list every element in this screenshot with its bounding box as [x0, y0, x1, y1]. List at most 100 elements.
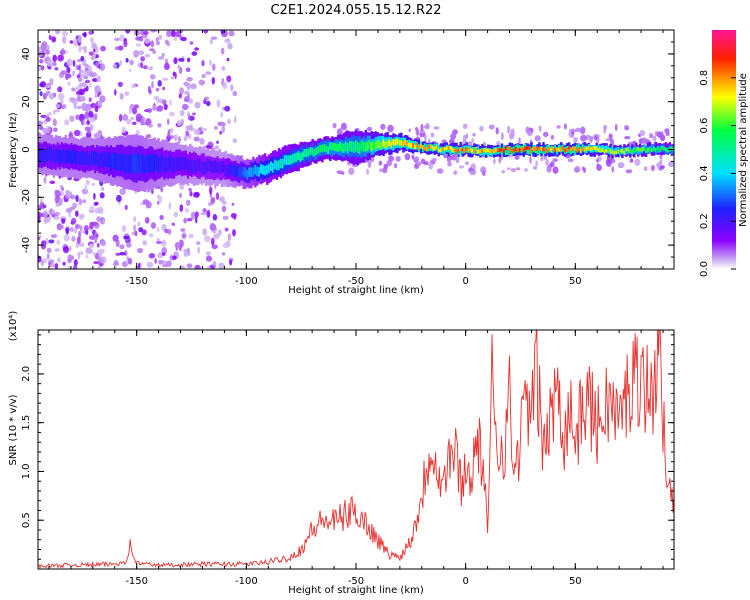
- heatmap-ridge-cell: [516, 144, 519, 152]
- heatmap-noise-cell: [137, 50, 145, 56]
- heatmap-ridge-cell: [540, 146, 543, 151]
- y-tick-label: -40: [21, 237, 32, 253]
- heatmap-ridge-cell: [644, 145, 648, 153]
- heatmap-noise-cell: [83, 225, 89, 232]
- heatmap-ridge-cell: [82, 151, 85, 165]
- heatmap-noise-cell: [171, 222, 175, 226]
- heatmap-noise-cell: [151, 104, 157, 111]
- heatmap-noise-cell: [366, 168, 369, 175]
- heatmap-ridge-cell: [637, 147, 640, 155]
- heatmap-ridge-cell: [581, 146, 585, 151]
- heatmap-noise-cell: [395, 156, 401, 162]
- heatmap-ridge-cell: [244, 167, 247, 178]
- heatmap-ridge-cell: [92, 151, 95, 166]
- heatmap-noise-cell: [46, 90, 51, 94]
- heatmap-ridge-cell: [246, 170, 249, 180]
- heatmap-ridge-cell: [78, 151, 81, 166]
- heatmap-noise-cell: [57, 54, 64, 62]
- heatmap-noise-cell: [210, 197, 216, 204]
- heatmap-ridge-cell: [250, 167, 253, 177]
- heatmap-ridge-cell: [264, 165, 267, 176]
- heatmap-noise-cell: [45, 49, 50, 55]
- heatmap-ridge-cell: [254, 165, 257, 175]
- heatmap-noise-cell: [48, 259, 55, 264]
- heatmap-noise-cell: [221, 205, 227, 213]
- heatmap-noise-cell: [533, 165, 538, 170]
- heatmap-noise-cell: [76, 74, 81, 79]
- heatmap-noise-cell: [205, 255, 213, 262]
- heatmap-ridge-cell: [477, 145, 480, 153]
- heatmap-noise-cell: [220, 111, 224, 118]
- heatmap-noise-cell: [129, 59, 134, 66]
- heatmap-noise-cell: [149, 48, 155, 52]
- colorbar-tick-label: 0.8: [699, 70, 710, 86]
- heatmap-noise-cell: [455, 156, 460, 164]
- heatmap-ridge-cell: [425, 147, 429, 152]
- heatmap-noise-cell: [207, 265, 210, 269]
- heatmap-ridge-cell: [317, 146, 320, 154]
- heatmap-noise-cell: [97, 256, 104, 263]
- heatmap-noise-cell: [348, 167, 355, 175]
- heatmap-noise-cell: [231, 202, 235, 206]
- heatmap-ridge-cell: [599, 148, 602, 152]
- heatmap-noise-cell: [102, 217, 105, 225]
- heatmap-ridge-cell: [603, 146, 606, 154]
- heatmap-noise-cell: [144, 217, 150, 224]
- heatmap-ridge-cell: [566, 148, 569, 152]
- heatmap-ridge-cell: [601, 148, 604, 153]
- heatmap-noise-cell: [165, 30, 173, 38]
- heatmap-noise-cell: [173, 57, 178, 65]
- heatmap-ridge-cell: [98, 154, 101, 169]
- heatmap-ridge-cell: [421, 145, 425, 150]
- heatmap-noise-cell: [76, 236, 81, 244]
- heatmap-ridge-cell: [633, 148, 636, 153]
- heatmap-ridge-cell: [90, 151, 93, 165]
- heatmap-noise-cell: [170, 127, 174, 134]
- heatmap-ridge-cell: [402, 141, 405, 147]
- heatmap-noise-cell: [89, 205, 95, 214]
- x-tick-label: 0: [462, 276, 468, 287]
- heatmap-noise-cell: [200, 212, 207, 216]
- heatmap-noise-cell: [39, 91, 43, 97]
- heatmap-ridge-cell: [423, 146, 427, 151]
- heatmap-ridge-cell: [522, 148, 525, 153]
- heatmap-noise-cell: [214, 145, 219, 150]
- heatmap-noise-cell: [116, 194, 122, 203]
- heatmap-noise-cell: [149, 233, 154, 238]
- heatmap-noise-cell: [650, 164, 655, 172]
- heatmap-noise-cell: [71, 217, 77, 225]
- heatmap-noise-cell: [72, 202, 78, 209]
- heatmap-noise-cell: [201, 60, 205, 67]
- heatmap-noise-cell: [59, 185, 63, 189]
- heatmap-ridge-cell: [670, 146, 673, 150]
- heatmap-ridge-cell: [431, 145, 435, 150]
- heatmap-noise-cell: [135, 113, 143, 121]
- heatmap-ridge-cell: [102, 152, 105, 168]
- heatmap-ridge-cell: [423, 143, 427, 151]
- heatmap-ridge-cell: [376, 140, 379, 148]
- heatmap-ridge-cell: [502, 145, 506, 153]
- heatmap-ridge-cell: [417, 145, 421, 150]
- heatmap-ridge-cell: [483, 148, 486, 152]
- heatmap-noise-cell: [212, 261, 217, 267]
- heatmap-noise-cell: [540, 156, 544, 162]
- heatmap-noise-cell: [193, 136, 200, 142]
- heatmap-noise-cell: [84, 63, 89, 68]
- heatmap-ridge-cell: [534, 147, 537, 151]
- heatmap-ridge-cell: [538, 147, 541, 152]
- heatmap-ridge-cell: [631, 150, 634, 154]
- heatmap-noise-cell: [62, 261, 66, 266]
- heatmap-ridge-cell: [147, 154, 150, 172]
- heatmap-ridge-cell: [465, 146, 468, 151]
- heatmap-ridge-cell: [218, 162, 221, 175]
- heatmap-noise-cell: [98, 206, 104, 215]
- heatmap-ridge-cell: [266, 165, 269, 175]
- heatmap-ridge-cell: [623, 150, 626, 155]
- heatmap-noise-cell: [117, 81, 123, 88]
- heatmap-noise-cell: [610, 138, 614, 146]
- heatmap-noise-cell: [332, 123, 337, 129]
- heatmap-ridge-cell: [258, 167, 261, 177]
- heatmap-noise-cell: [67, 254, 72, 260]
- heatmap-ridge-cell: [471, 148, 474, 153]
- heatmap-noise-cell: [382, 167, 388, 174]
